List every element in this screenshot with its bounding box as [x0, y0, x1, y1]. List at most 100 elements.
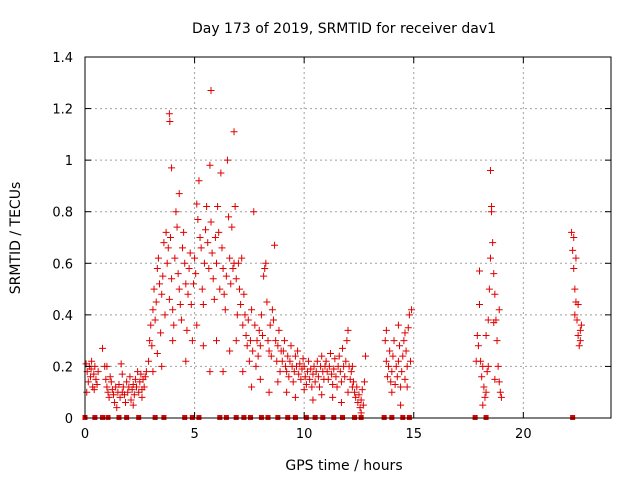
- data-point: [129, 401, 137, 409]
- data-point: [574, 301, 582, 309]
- data-point: [179, 244, 187, 252]
- data-point: [220, 290, 228, 298]
- data-point: [186, 249, 194, 257]
- data-point: [360, 378, 368, 386]
- data-point: [211, 234, 219, 241]
- data-point: [116, 393, 124, 401]
- data-point: [248, 383, 256, 391]
- data-point: [259, 331, 267, 339]
- data-point: [285, 373, 293, 381]
- data-point: [177, 316, 185, 324]
- data-point: [204, 239, 212, 247]
- data-point: [83, 388, 91, 396]
- data-point: [383, 373, 391, 381]
- data-point: [213, 259, 220, 267]
- data-point: [355, 391, 363, 399]
- x-tick-label: 15: [405, 427, 422, 442]
- data-point: [262, 259, 270, 267]
- data-point: [382, 326, 390, 334]
- data-point: [398, 368, 406, 376]
- data-point: [226, 347, 234, 355]
- data-point: [333, 383, 341, 391]
- data-point: [408, 306, 416, 314]
- data-point: [165, 295, 173, 303]
- data-point: [394, 357, 402, 365]
- data-point: [263, 298, 271, 306]
- data-point: [336, 368, 344, 376]
- data-point: [244, 316, 252, 324]
- data-point: [166, 234, 174, 241]
- data-point: [305, 357, 313, 365]
- x-tick-label: 10: [296, 427, 313, 442]
- data-point: [302, 380, 310, 388]
- data-point: [301, 373, 309, 381]
- data-point: [268, 306, 276, 314]
- data-point: [103, 383, 111, 391]
- data-point: [157, 329, 165, 337]
- data-point: [399, 352, 407, 360]
- data-point: [296, 360, 304, 368]
- data-point: [159, 272, 167, 280]
- y-tick-label: 0.6: [52, 257, 73, 272]
- data-point: [571, 311, 579, 319]
- data-point: [94, 368, 102, 376]
- data-point: [180, 228, 188, 236]
- data-point: [254, 352, 262, 360]
- data-point: [351, 388, 359, 396]
- data-point: [160, 239, 168, 247]
- data-point: [175, 285, 183, 293]
- data-point: [152, 298, 160, 306]
- data-point: [128, 386, 136, 394]
- data-point: [269, 316, 277, 324]
- data-point: [105, 393, 113, 401]
- data-point: [252, 362, 260, 370]
- data-point: [486, 254, 494, 262]
- data-point: [495, 306, 503, 314]
- data-point: [290, 368, 298, 376]
- data-point: [218, 244, 226, 252]
- data-point: [191, 254, 199, 262]
- data-point: [300, 362, 308, 370]
- data-point: [300, 386, 308, 394]
- y-tick-label: 0.8: [52, 206, 73, 221]
- data-point: [265, 347, 273, 355]
- y-tick-label: 1.2: [52, 103, 73, 118]
- data-point: [495, 378, 503, 386]
- data-point: [255, 326, 263, 334]
- data-point: [478, 373, 486, 381]
- data-point: [133, 383, 141, 391]
- data-point: [491, 290, 499, 298]
- data-point: [295, 370, 303, 378]
- data-point: [87, 365, 95, 373]
- data-point: [318, 352, 326, 360]
- data-point: [264, 337, 272, 345]
- data-point: [308, 383, 316, 391]
- data-point: [474, 342, 482, 350]
- data-point: [203, 203, 211, 211]
- data-point: [347, 368, 355, 376]
- data-point: [359, 401, 367, 409]
- data-point: [401, 329, 409, 337]
- data-point: [166, 117, 174, 125]
- data-point: [174, 270, 182, 278]
- data-point: [479, 401, 487, 409]
- data-point: [184, 290, 192, 298]
- data-point: [571, 285, 579, 293]
- data-point: [173, 223, 181, 231]
- data-point: [88, 357, 96, 365]
- data-point: [106, 373, 114, 381]
- data-point: [241, 311, 249, 319]
- y-tick-label: 1.4: [52, 51, 73, 66]
- data-point: [202, 226, 210, 234]
- data-point: [171, 254, 179, 262]
- data-point: [226, 254, 234, 262]
- data-point: [161, 311, 169, 319]
- data-point: [494, 362, 502, 370]
- data-point: [175, 190, 183, 198]
- data-point: [496, 388, 504, 396]
- data-point: [126, 373, 134, 381]
- data-point: [192, 270, 200, 278]
- data-point: [169, 337, 177, 345]
- data-point: [185, 264, 193, 272]
